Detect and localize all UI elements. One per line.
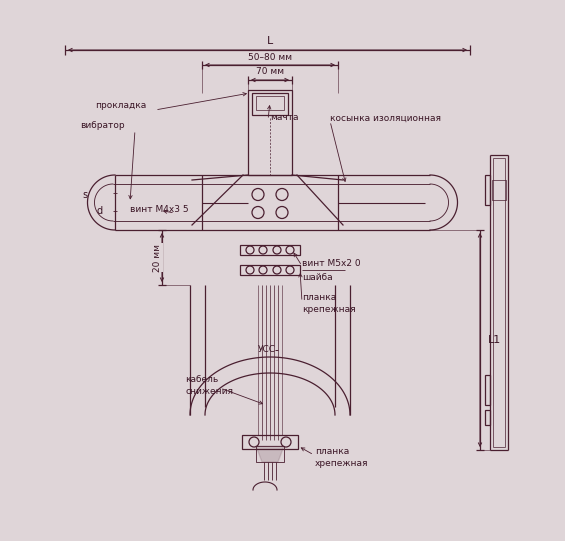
Text: винт М5х2 0: винт М5х2 0 — [302, 260, 360, 268]
Text: крепежная: крепежная — [302, 306, 355, 314]
Text: s: s — [82, 189, 88, 200]
Text: УСС: УСС — [258, 346, 276, 354]
Text: 50–80 мм: 50–80 мм — [248, 52, 292, 62]
Bar — [248, 90, 292, 175]
Polygon shape — [256, 446, 284, 462]
Text: 70 мм: 70 мм — [256, 68, 284, 76]
Text: вибратор: вибратор — [80, 121, 125, 129]
Bar — [242, 435, 298, 449]
Text: мачта: мачта — [270, 114, 298, 122]
Bar — [492, 180, 506, 200]
Text: винт М4х3 5: винт М4х3 5 — [130, 206, 189, 214]
Bar — [240, 265, 300, 275]
Text: планка: планка — [302, 294, 336, 302]
Bar — [485, 375, 490, 405]
Text: хрепежная: хрепежная — [315, 459, 368, 469]
Bar — [485, 410, 490, 425]
Text: кабель: кабель — [185, 375, 218, 385]
Bar — [240, 245, 300, 255]
Text: L: L — [267, 36, 273, 46]
Bar — [485, 175, 490, 205]
Text: косынка изоляционная: косынка изоляционная — [330, 114, 441, 122]
Text: шайба: шайба — [302, 274, 333, 282]
Text: d: d — [97, 206, 103, 215]
Bar — [256, 96, 284, 110]
Bar — [256, 446, 284, 462]
Text: планка: планка — [315, 447, 349, 457]
Bar — [252, 93, 288, 115]
Text: снижения: снижения — [185, 387, 233, 397]
Text: 20 мм: 20 мм — [154, 243, 163, 272]
Text: L1: L1 — [488, 335, 501, 345]
Text: прокладка: прокладка — [95, 101, 146, 109]
